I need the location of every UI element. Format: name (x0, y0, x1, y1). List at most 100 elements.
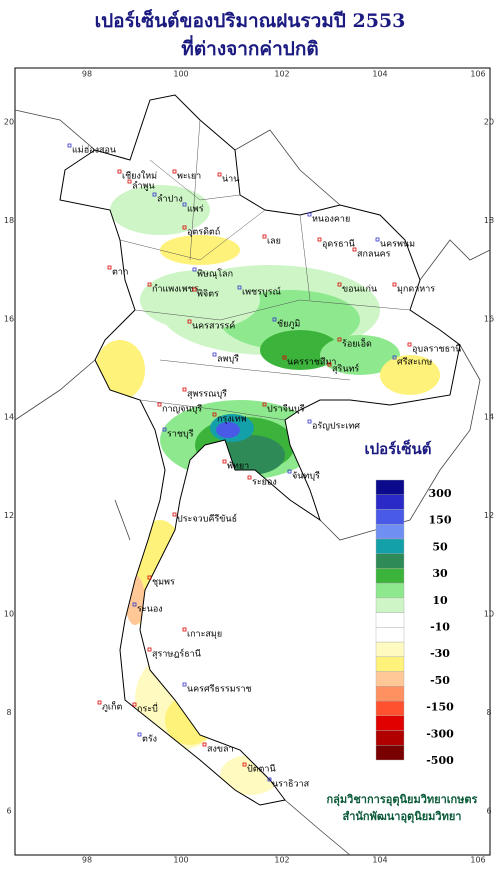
legend-swatch (375, 641, 405, 658)
station-marker (352, 247, 357, 252)
station-marker (172, 169, 177, 174)
station-marker (272, 317, 277, 322)
lat-tick-label: 16 (4, 314, 14, 323)
station-marker (307, 419, 312, 424)
legend-swatch (375, 627, 405, 643)
legend-title: เปอร์เซ็นต์ (364, 439, 431, 458)
lon-tick-label: 98 (82, 70, 92, 79)
lat-tick-label: 6 (486, 806, 491, 815)
legend-swatch (375, 509, 405, 525)
legend-label: -300 (426, 727, 454, 740)
province-label: สุราษฎร์ธานี (152, 648, 201, 660)
lat-tick-label: 6 (6, 806, 11, 815)
province-label: ขอนแก่น (342, 285, 377, 295)
province-label: แพร่ (187, 205, 204, 215)
province-label: เกาะสมุย (187, 630, 222, 640)
province-label: กรุงเทพ (217, 415, 247, 425)
lon-tick-label: 100 (173, 70, 188, 79)
station-marker (147, 575, 152, 580)
legend-swatch (375, 730, 405, 746)
station-marker (392, 282, 397, 287)
province-borders (119, 119, 411, 421)
station-marker (392, 355, 397, 360)
legend-label: 30 (432, 567, 448, 580)
province-label: พิษณุโลก (197, 269, 233, 280)
station-marker (327, 362, 332, 367)
lon-tick-label: 104 (372, 70, 387, 79)
station-marker (182, 627, 187, 632)
station-marker (132, 602, 137, 607)
station-marker (375, 237, 380, 242)
station-marker (147, 647, 152, 652)
province-label: กาญจนบุรี (162, 404, 202, 415)
legend-swatch (375, 568, 405, 584)
legend-swatch (375, 479, 405, 495)
station-marker (132, 702, 137, 707)
station-marker (187, 319, 192, 324)
lon-tick-label: 102 (274, 70, 289, 79)
province-label: แม่ฮ่องสอน (72, 146, 116, 156)
legend-swatch (375, 671, 405, 687)
province-label: ตรัง (142, 735, 157, 745)
legend-swatch (375, 538, 405, 554)
lon-tick-label: 102 (274, 856, 289, 865)
lat-tick-label: 14 (484, 413, 494, 422)
legend-swatch (375, 700, 405, 716)
lon-tick-label: 100 (173, 856, 188, 865)
province-label: ชุมพร (152, 578, 175, 588)
province-label: เลย (267, 237, 281, 247)
lat-tick-label: 16 (484, 314, 494, 323)
province-label: ระนอง (137, 605, 163, 615)
station-marker (317, 237, 322, 242)
station-marker (182, 387, 187, 392)
province-label: ลำปาง (157, 194, 183, 205)
legend-swatch (375, 612, 405, 628)
station-marker (407, 342, 412, 347)
province-label: อรัญประเทศ (312, 422, 360, 432)
station-marker (307, 212, 312, 217)
lat-tick-label: 12 (484, 511, 494, 520)
lat-tick-label: 10 (484, 610, 494, 619)
legend: เปอร์เซ็นต์ 300 150 50 30 10 -10 -30 -50 -150 -30… (364, 439, 454, 767)
legend-swatch (375, 582, 405, 599)
province-label: พะเยา (177, 172, 201, 182)
province-label: ระยอง (252, 478, 277, 488)
lat-tick-label: 20 (484, 118, 494, 127)
station-marker (107, 265, 112, 270)
station-marker (172, 512, 177, 517)
province-label: นครศรีธรรมราช (187, 684, 252, 695)
province-label: กำแพงเพชร (152, 284, 199, 295)
station-marker (157, 402, 162, 407)
station-marker (182, 225, 187, 230)
province-label: สกลนคร (357, 250, 391, 260)
legend-swatch (375, 553, 405, 569)
province-label: สงขลา (207, 745, 234, 755)
province-label: อุบลราชธานี (412, 344, 461, 355)
lat-tick-label: 8 (6, 708, 11, 717)
station-marker (152, 192, 157, 197)
province-label: กระบี่ (137, 702, 158, 715)
station-marker (237, 285, 242, 290)
station-marker (117, 169, 122, 174)
province-label: พิจิตร (197, 289, 219, 300)
station-marker (202, 742, 207, 747)
province-label: ร้อยเอ็ด (342, 337, 372, 350)
credit: กลุ่มวิชาการอุตุนิยมวิทยาเกษตร (327, 793, 478, 807)
province-label: อุตรดิตถ์ (187, 226, 220, 238)
province-label: ปราจีนบุรี (267, 404, 305, 415)
station-marker (242, 762, 247, 767)
province-label: สุรินทร์ (332, 363, 359, 375)
station-marker (137, 732, 142, 737)
lon-tick-label: 98 (82, 856, 92, 865)
legend-label: -150 (426, 701, 454, 714)
province-label: ชัยภูมิ (277, 319, 300, 330)
lon-tick-label: 104 (372, 856, 387, 865)
province-label: ประจวบคีรีขันธ์ (177, 513, 237, 525)
legend-swatch (375, 524, 405, 540)
lon-tick-label: 106 (470, 70, 485, 79)
credit: สำนักพัฒนาอุตุนิยมวิทยา (343, 810, 462, 824)
province-label: ลำพูน (132, 181, 155, 192)
station-marker (147, 282, 152, 287)
